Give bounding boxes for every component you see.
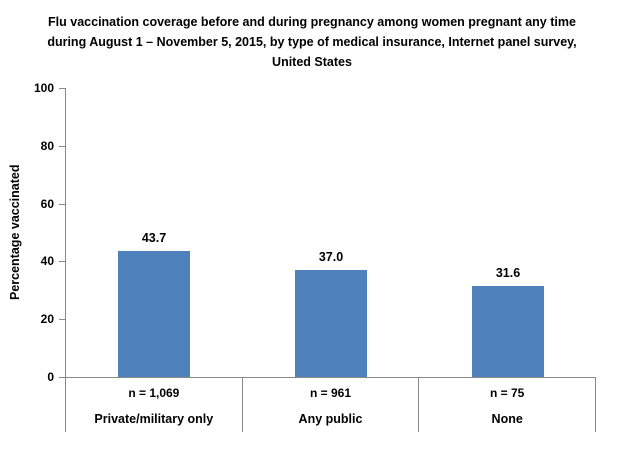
category-name-label: None (491, 412, 523, 426)
plot-area: 43.7 37.0 31.6 (65, 88, 596, 378)
y-tick-mark (59, 204, 65, 205)
y-axis-title: Percentage vaccinated (8, 164, 22, 301)
y-tick-label: 80 (40, 139, 54, 153)
y-tick-label: 0 (47, 370, 54, 384)
category-n-label: n = 1,069 (128, 386, 180, 400)
bar-group: 37.0 (295, 88, 367, 377)
bar (295, 270, 367, 377)
y-tick-label: 40 (40, 254, 54, 268)
bar-group: 31.6 (472, 88, 544, 377)
x-axis-category-strip: n = 1,069 Private/military only n = 961 … (65, 378, 597, 432)
y-tick-mark (59, 146, 65, 147)
category-cell: n = 75 None (419, 378, 597, 432)
chart-title: Flu vaccination coverage before and duri… (47, 15, 577, 69)
category-name-label: Private/military only (94, 412, 214, 426)
bar (118, 250, 190, 377)
y-tick-mark (59, 319, 65, 320)
y-tick-mark (59, 261, 65, 262)
category-cell: n = 961 Any public (243, 378, 420, 432)
y-tick-label: 60 (40, 197, 54, 211)
category-cell: n = 1,069 Private/military only (66, 378, 243, 432)
category-n-label: n = 75 (490, 386, 525, 400)
y-tick-mark (59, 377, 65, 378)
bar (472, 285, 544, 377)
y-tick-label: 100 (33, 81, 54, 95)
bar-group: 43.7 (118, 88, 190, 377)
y-tick-label: 20 (40, 312, 54, 326)
y-tick-mark (59, 88, 65, 89)
category-name-label: Any public (298, 412, 363, 426)
category-n-label: n = 961 (309, 386, 352, 400)
bar-value-label: 31.6 (495, 265, 521, 280)
bar-value-label: 37.0 (318, 250, 344, 265)
bar-value-label: 43.7 (141, 230, 167, 245)
